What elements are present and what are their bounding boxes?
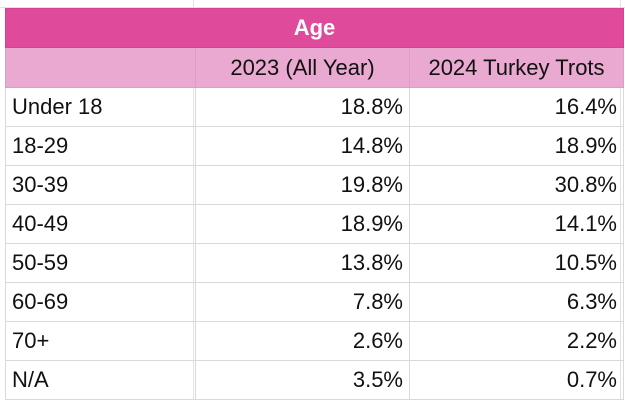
- table-row: Under 18 18.8% 16.4%: [5, 87, 624, 127]
- value-cell-2024[interactable]: 18.9%: [409, 126, 624, 166]
- value-cell-2024[interactable]: 30.8%: [409, 165, 624, 205]
- value-cell-2023[interactable]: 19.8%: [195, 165, 410, 205]
- header-cell-empty[interactable]: [5, 47, 196, 88]
- table-row: 40-49 18.9% 14.1%: [5, 204, 624, 244]
- value-cell-2023[interactable]: 3.5%: [195, 360, 410, 400]
- value-cell-2024[interactable]: 0.7%: [409, 360, 624, 400]
- row-label-cell[interactable]: Under 18: [5, 87, 196, 127]
- table-row: 70+ 2.6% 2.2%: [5, 321, 624, 361]
- value-cell-2023[interactable]: 18.8%: [195, 87, 410, 127]
- row-label-cell[interactable]: 50-59: [5, 243, 196, 283]
- age-table: Age 2023 (All Year) 2024 Turkey Trots Un…: [5, 8, 624, 400]
- value-cell-2023[interactable]: 7.8%: [195, 282, 410, 322]
- row-label-cell[interactable]: 18-29: [5, 126, 196, 166]
- value-cell-2024[interactable]: 6.3%: [409, 282, 624, 322]
- grid-line: [0, 7, 625, 8]
- row-label-cell[interactable]: 70+: [5, 321, 196, 361]
- row-label-cell[interactable]: 30-39: [5, 165, 196, 205]
- table-row: 50-59 13.8% 10.5%: [5, 243, 624, 283]
- header-cell-2023[interactable]: 2023 (All Year): [195, 47, 410, 88]
- value-cell-2024[interactable]: 10.5%: [409, 243, 624, 283]
- row-label-cell[interactable]: 40-49: [5, 204, 196, 244]
- header-row: 2023 (All Year) 2024 Turkey Trots: [5, 47, 624, 88]
- value-cell-2024[interactable]: 16.4%: [409, 87, 624, 127]
- title-row: Age: [5, 8, 624, 48]
- header-cell-2024[interactable]: 2024 Turkey Trots: [409, 47, 624, 88]
- table-row: 60-69 7.8% 6.3%: [5, 282, 624, 322]
- value-cell-2024[interactable]: 2.2%: [409, 321, 624, 361]
- value-cell-2024[interactable]: 14.1%: [409, 204, 624, 244]
- value-cell-2023[interactable]: 13.8%: [195, 243, 410, 283]
- table-row: 18-29 14.8% 18.9%: [5, 126, 624, 166]
- table-row: N/A 3.5% 0.7%: [5, 360, 624, 400]
- row-label-cell[interactable]: 60-69: [5, 282, 196, 322]
- value-cell-2023[interactable]: 18.9%: [195, 204, 410, 244]
- value-cell-2023[interactable]: 14.8%: [195, 126, 410, 166]
- table-title-cell[interactable]: Age: [5, 8, 624, 48]
- value-cell-2023[interactable]: 2.6%: [195, 321, 410, 361]
- row-label-cell[interactable]: N/A: [5, 360, 196, 400]
- table-row: 30-39 19.8% 30.8%: [5, 165, 624, 205]
